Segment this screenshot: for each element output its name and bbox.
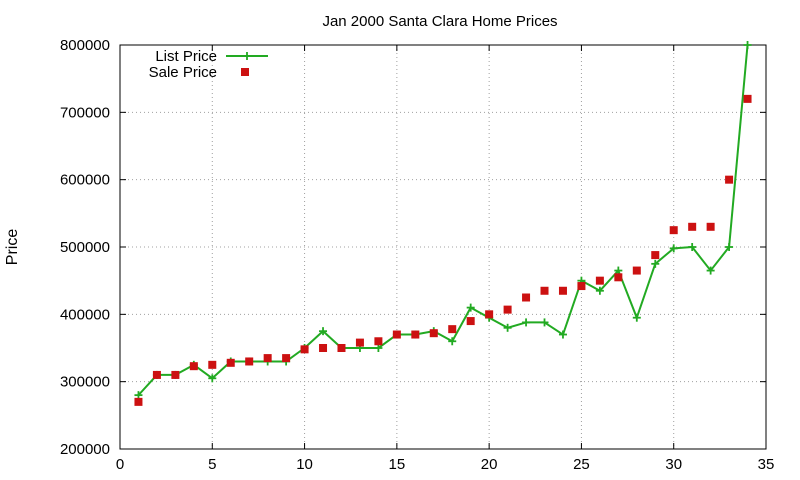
sale-price-point (614, 273, 623, 282)
list-price-point (595, 286, 604, 295)
list-price-point (632, 313, 641, 322)
sale-price-point (319, 344, 328, 352)
sale-price-point (300, 345, 309, 354)
sale-price-point (208, 360, 217, 369)
legend-marker-sale-price (241, 68, 249, 76)
legend: List Price Sale Price (149, 48, 268, 81)
y-tick-label: 800000 (60, 37, 110, 54)
x-tick-label: 15 (389, 456, 406, 473)
list-price-point (540, 318, 549, 327)
x-tick-label: 5 (208, 456, 216, 473)
y-tick-label: 700000 (60, 104, 110, 121)
y-tick-label: 200000 (60, 441, 110, 458)
sale-price-point (632, 266, 641, 275)
x-tick-label: 10 (296, 456, 313, 473)
list-price-point (503, 323, 512, 332)
legend-marker-list-price (243, 52, 251, 60)
sale-price-point (134, 397, 143, 406)
sale-price-point (688, 222, 697, 231)
sale-price-point (725, 175, 734, 184)
list-price-point (688, 243, 697, 251)
sale-price-point (152, 370, 161, 379)
x-tick-label: 30 (665, 456, 682, 473)
sale-price-point (651, 251, 660, 260)
series-line-list-price (137, 44, 749, 396)
x-tick-label: 35 (758, 456, 775, 473)
sale-price-point (429, 329, 438, 338)
sale-price-point (540, 286, 549, 295)
list-price-point (208, 374, 217, 383)
x-tick-label: 0 (116, 456, 124, 473)
sale-price-point (171, 370, 180, 379)
y-axis-label: Price (4, 229, 21, 266)
y-tick-label: 600000 (60, 172, 110, 189)
axis-ticks: 0 5 10 15 20 25 30 35 200000 300000 400000 500000 60… (60, 37, 774, 473)
x-tick-label: 20 (481, 456, 498, 473)
list-price-point (725, 243, 734, 251)
list-price-point (134, 391, 143, 400)
list-price-point (319, 327, 328, 336)
sale-price-point (337, 344, 346, 352)
sale-price-point (706, 222, 715, 231)
sale-price-point (595, 276, 604, 285)
sale-price-point (263, 354, 272, 363)
sale-price-point (558, 286, 567, 295)
sale-price-point (411, 330, 420, 339)
list-price-point (374, 344, 383, 352)
list-price-point (448, 337, 457, 346)
list-price-point (706, 266, 715, 275)
sale-price-point (503, 305, 512, 314)
grid-lines (120, 45, 766, 449)
x-tick-label: 25 (573, 456, 590, 473)
sale-price-point (522, 293, 531, 302)
sale-price-point (466, 317, 475, 326)
sale-price-point (485, 310, 494, 319)
list-price-point (558, 330, 567, 339)
sale-price-point (226, 358, 235, 367)
legend-label-sale-price: Sale Price (149, 64, 217, 81)
sale-price-point (189, 362, 198, 371)
list-price-point (522, 318, 531, 327)
list-price-point (651, 259, 660, 268)
sale-price-point (355, 338, 364, 347)
y-tick-label: 400000 (60, 306, 110, 323)
sale-price-point (669, 226, 678, 235)
chart-title: Jan 2000 Santa Clara Home Prices (322, 13, 557, 30)
sale-price-point (282, 354, 291, 363)
list-price-point (743, 41, 752, 49)
sale-price-point (448, 325, 457, 334)
sale-price-point (374, 337, 383, 346)
sale-price-point (392, 330, 401, 339)
y-tick-label: 500000 (60, 239, 110, 256)
list-price-point (466, 303, 475, 312)
sale-price-point (245, 357, 254, 366)
y-tick-label: 300000 (60, 374, 110, 391)
legend-label-list-price: List Price (155, 48, 217, 65)
sale-price-point (743, 94, 752, 103)
list-price-point (669, 244, 678, 253)
list-price-point (614, 266, 623, 275)
series-layer (134, 41, 752, 406)
sale-price-point (577, 282, 586, 291)
